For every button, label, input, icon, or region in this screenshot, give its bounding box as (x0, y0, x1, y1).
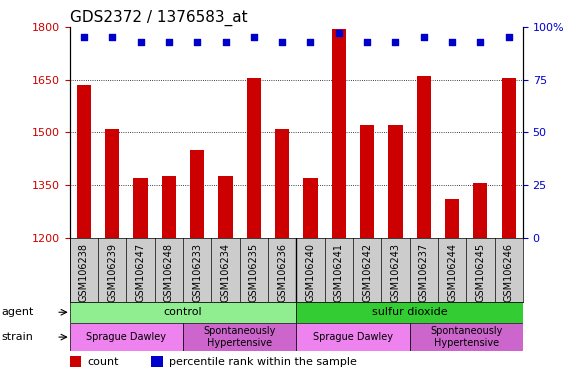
Point (419, 34, 428, 40)
Bar (501, 78, 516, 238)
Point (249, 34, 259, 40)
Point (391, 38, 400, 45)
Point (306, 38, 315, 45)
Point (278, 38, 287, 45)
Bar (218, 176, 232, 238)
Bar (360, 125, 374, 238)
Text: percentile rank within the sample: percentile rank within the sample (168, 356, 356, 366)
Text: Sprague Dawley: Sprague Dawley (313, 332, 393, 342)
Point (192, 38, 202, 45)
Bar (105, 129, 119, 238)
Point (334, 30, 343, 36)
Text: strain: strain (2, 332, 34, 342)
Text: GSM106242: GSM106242 (362, 243, 372, 302)
Text: GSM106248: GSM106248 (164, 243, 174, 302)
Bar (190, 150, 205, 238)
Text: GSM106240: GSM106240 (306, 243, 315, 302)
Text: count: count (87, 356, 119, 366)
Text: control: control (164, 307, 202, 317)
Point (136, 38, 145, 45)
Point (164, 38, 174, 45)
Text: Spontaneously
Hypertensive: Spontaneously Hypertensive (430, 326, 503, 348)
Bar (417, 76, 431, 238)
Text: GSM106241: GSM106241 (334, 243, 344, 302)
Text: GSM106247: GSM106247 (135, 243, 145, 302)
Point (447, 38, 457, 45)
Text: GSM106245: GSM106245 (475, 243, 485, 302)
Bar (296, 302, 523, 323)
Bar (410, 323, 523, 351)
Bar (275, 129, 289, 238)
Text: GSM106244: GSM106244 (447, 243, 457, 302)
Text: sulfur dioxide: sulfur dioxide (372, 307, 447, 317)
Bar (388, 125, 403, 238)
Bar (151, 356, 163, 367)
Point (221, 38, 230, 45)
Text: GSM106234: GSM106234 (221, 243, 231, 302)
Bar (70, 302, 296, 323)
Point (107, 34, 117, 40)
Text: GSM106243: GSM106243 (390, 243, 400, 302)
Bar (77, 85, 91, 238)
Bar (134, 178, 148, 238)
Text: agent: agent (1, 307, 34, 317)
Text: GSM106238: GSM106238 (79, 243, 89, 302)
Text: GSM106237: GSM106237 (419, 243, 429, 302)
Bar (70, 356, 81, 367)
Bar (70, 323, 183, 351)
Bar (162, 176, 176, 238)
Text: Sprague Dawley: Sprague Dawley (87, 332, 166, 342)
Point (504, 34, 514, 40)
Bar (303, 178, 318, 238)
Bar (332, 29, 346, 238)
Text: GSM106235: GSM106235 (249, 243, 259, 302)
Point (476, 38, 485, 45)
Bar (183, 323, 296, 351)
Bar (474, 183, 487, 238)
Bar (296, 323, 410, 351)
Text: GSM106236: GSM106236 (277, 243, 287, 302)
Text: GSM106239: GSM106239 (107, 243, 117, 302)
Point (363, 38, 372, 45)
Bar (247, 78, 261, 238)
Text: GSM106233: GSM106233 (192, 243, 202, 302)
Text: Spontaneously
Hypertensive: Spontaneously Hypertensive (203, 326, 276, 348)
Text: GDS2372 / 1376583_at: GDS2372 / 1376583_at (70, 9, 248, 25)
Bar (445, 199, 459, 238)
Text: GSM106246: GSM106246 (504, 243, 514, 302)
Point (79, 34, 88, 40)
